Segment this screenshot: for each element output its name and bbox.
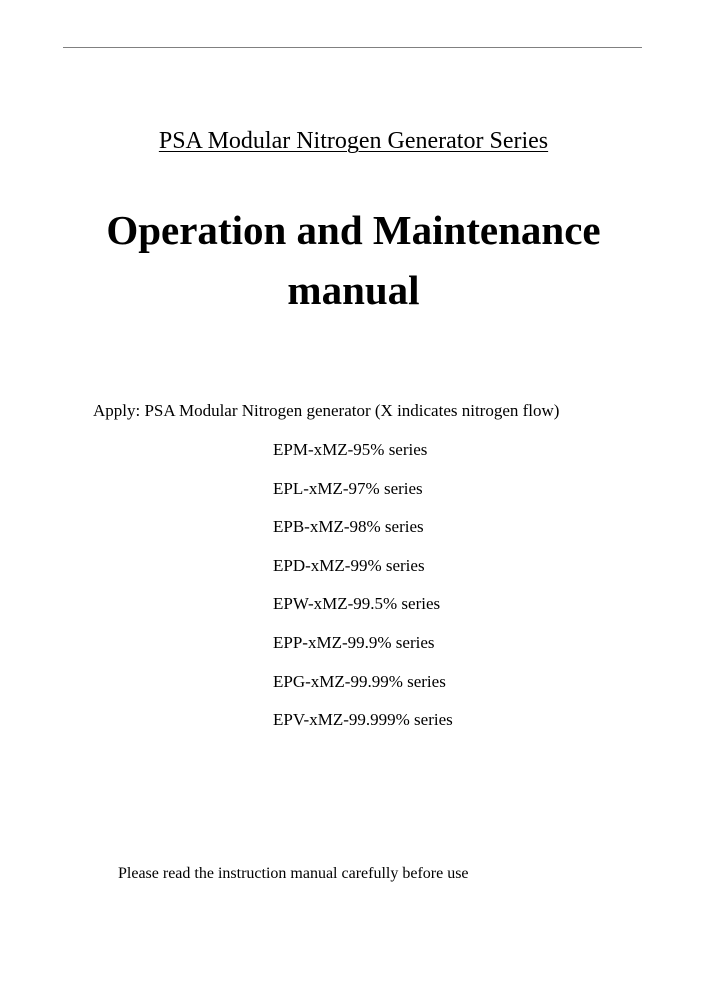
subtitle-text: PSA Modular Nitrogen Generator Series <box>158 128 549 154</box>
series-item: EPD-xMZ-99% series <box>273 555 425 575</box>
series-item: EPM-xMZ-95% series <box>273 440 428 459</box>
series-item: EPV-xMZ-99.999% series <box>273 710 453 730</box>
usage-note: Please read the instruction manual caref… <box>118 865 469 882</box>
document-subtitle: PSA Modular Nitrogen Generator Series <box>0 128 707 155</box>
series-item: EPW-xMZ-99.5% series <box>273 594 441 614</box>
series-list: EPM-xMZ-95% series EPL-xMZ-97% series EP… <box>273 440 453 749</box>
header-rule <box>63 47 642 48</box>
series-item: EPB-xMZ-98% series <box>273 517 424 537</box>
series-item: EPG-xMZ-99.99% series <box>273 671 446 691</box>
series-item: EPL-xMZ-97% series <box>273 478 423 498</box>
page-title-line-1: Operation and Maintenance <box>106 207 601 253</box>
apply-statement: Apply: PSA Modular Nitrogen generator (X… <box>93 401 560 420</box>
series-item: EPP-xMZ-99.9% series <box>273 632 435 652</box>
page-title-line-2: manual <box>287 267 420 313</box>
